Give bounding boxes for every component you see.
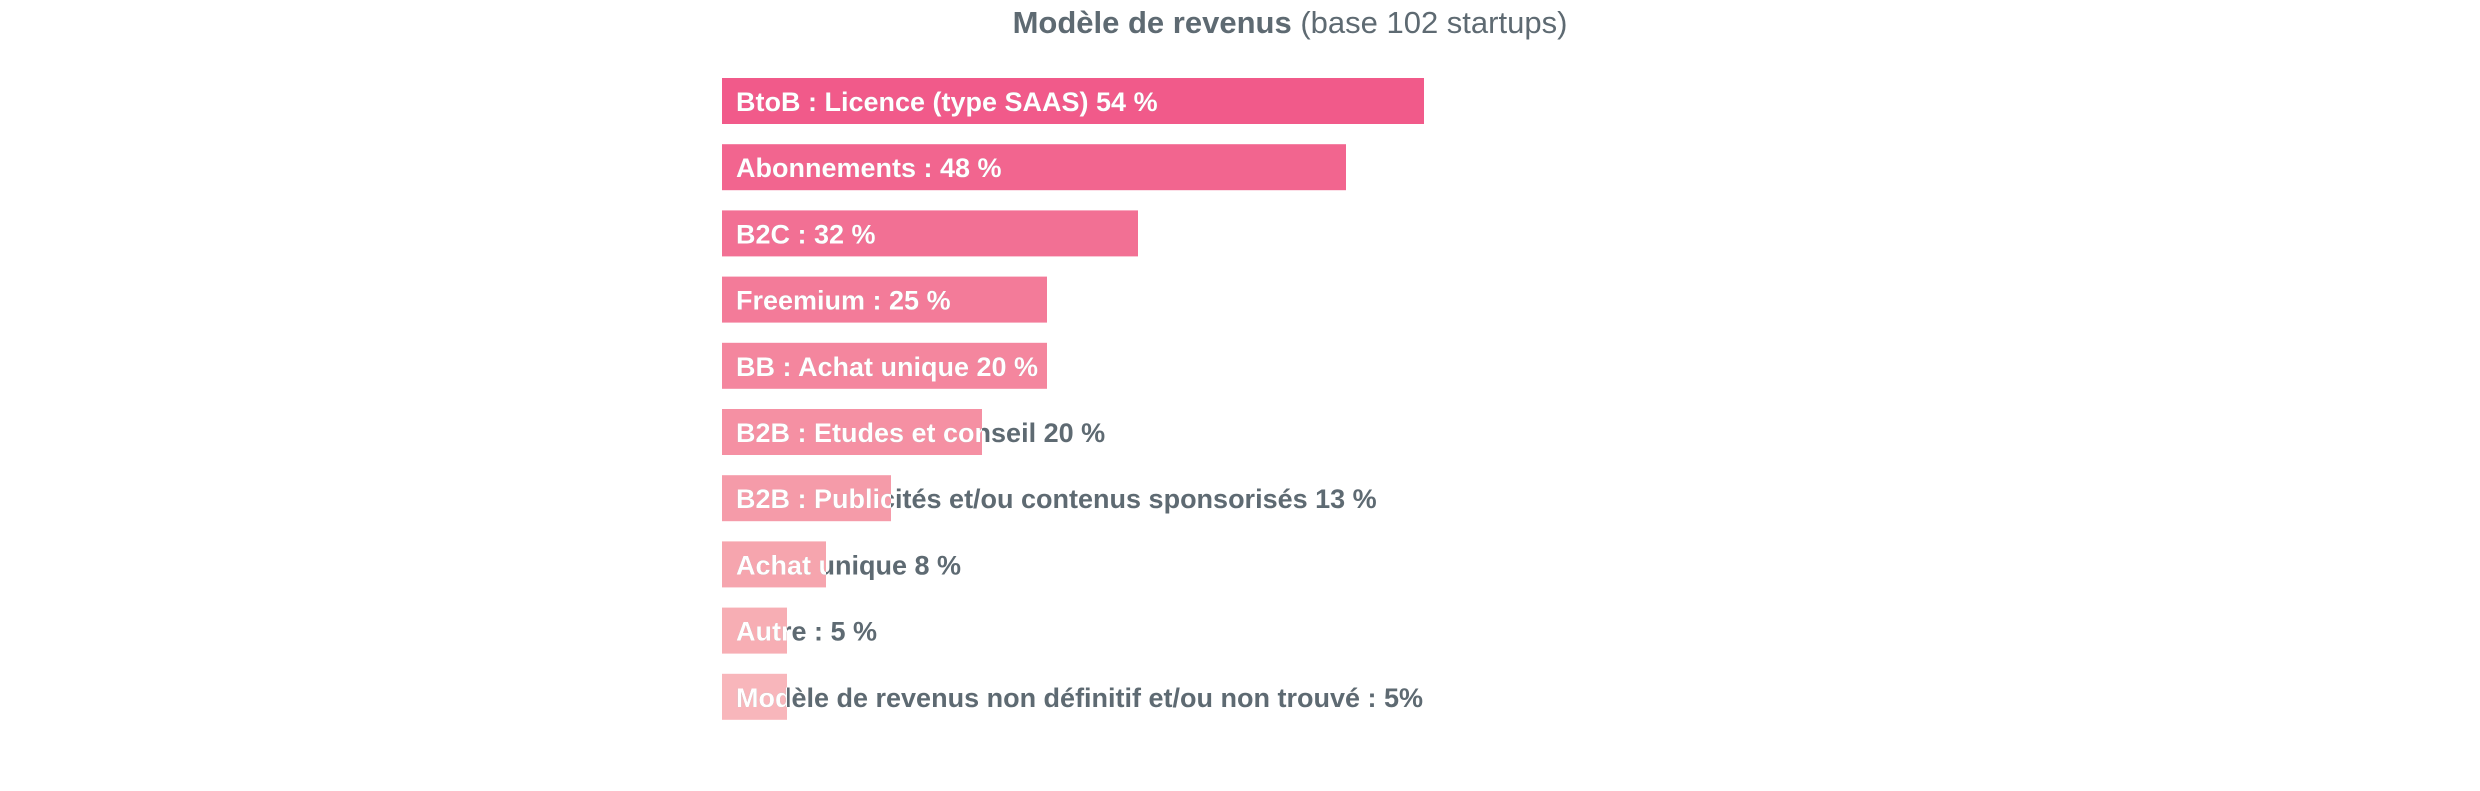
bar-label: Abonnements : 48 % — [736, 153, 1002, 183]
bar-label: B2C : 32 % — [736, 219, 876, 249]
bar-label-inside: Achat unique 8 % — [736, 550, 961, 580]
bar-label-inside: B2B : Etudes et conseil 20 % — [736, 418, 1105, 448]
bar-label: B2B : Etudes et conseil 20 % — [736, 418, 1105, 448]
bar-label: Freemium : 25 % — [736, 286, 951, 316]
bar-label-inside: BtoB : Licence (type SAAS) 54 % — [736, 87, 1158, 117]
chart-title: Modèle de revenus (base 102 startups) — [1013, 5, 1568, 40]
bar-label-inside: Autre : 5 % — [736, 617, 877, 647]
bar — [722, 673, 787, 720]
bar-label: B2B : Publicités et/ou contenus sponsori… — [736, 484, 1377, 514]
bar-label: BtoB : Licence (type SAAS) 54 % — [736, 87, 1158, 117]
bar-label-inside: Abonnements : 48 % — [736, 153, 1002, 183]
bar — [722, 78, 1424, 124]
bar — [722, 210, 1138, 257]
bar-group: BtoB : Licence (type SAAS) 54 %BtoB : Li… — [722, 78, 1424, 720]
bar — [722, 475, 891, 522]
bar-label-inside: B2B : Publicités et/ou contenus sponsori… — [736, 484, 1377, 514]
bar — [722, 409, 982, 455]
bar-label: Modèle de revenus non définitif et/ou no… — [736, 683, 1423, 713]
bar — [722, 607, 787, 654]
bar — [722, 144, 1346, 191]
bar-label-inside: Modèle de revenus non définitif et/ou no… — [736, 683, 1423, 713]
bar-label-inside: B2C : 32 % — [736, 219, 876, 249]
chart-subtitle: (base 102 startups) — [1300, 5, 1567, 40]
bar — [722, 342, 1047, 389]
bar-label: BB : Achat unique 20 % — [736, 352, 1038, 382]
chart-title-main: Modèle de revenus — [1013, 5, 1292, 40]
bar — [722, 541, 826, 588]
bar-label: Achat unique 8 % — [736, 550, 961, 580]
bar-label: Autre : 5 % — [736, 617, 877, 647]
bar-label-inside: Freemium : 25 % — [736, 286, 951, 316]
bar-label-inside: BB : Achat unique 20 % — [736, 352, 1038, 382]
bar — [722, 276, 1047, 323]
